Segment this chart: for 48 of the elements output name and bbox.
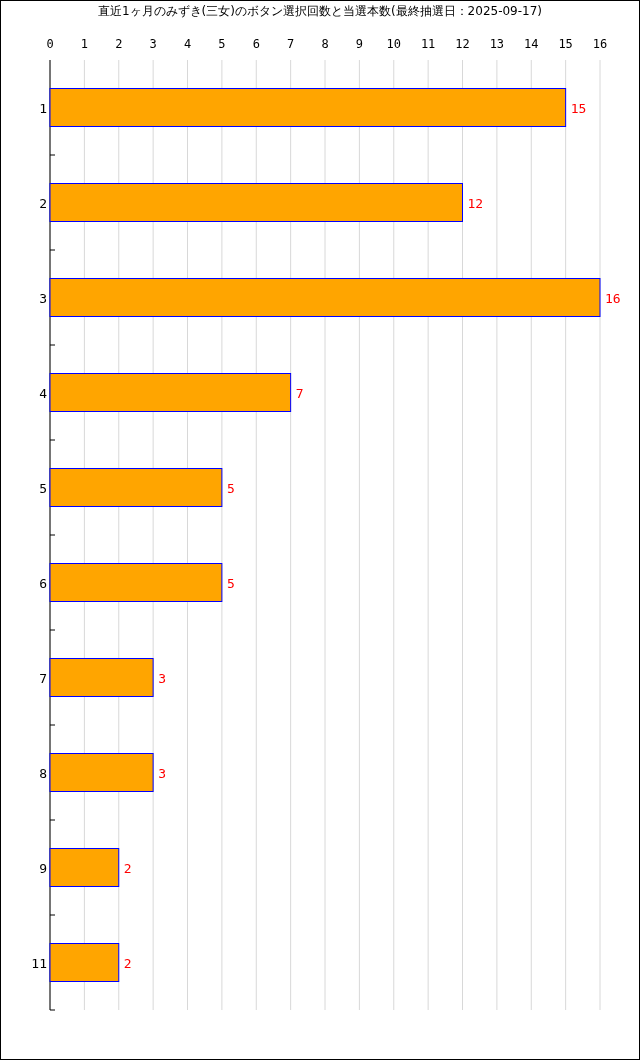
y-tick-label: 6 — [39, 575, 47, 591]
y-tick-label: 2 — [39, 195, 47, 211]
y-tick-label: 4 — [39, 385, 48, 401]
bar — [49, 753, 154, 792]
x-tick-label: 5 — [218, 37, 226, 51]
y-tick-label: 5 — [39, 480, 47, 496]
x-tick-label: 7 — [287, 37, 295, 51]
x-tick-label: 10 — [386, 37, 401, 51]
data-label: 3 — [158, 765, 166, 781]
x-tick-label: 9 — [355, 37, 363, 51]
bar — [49, 88, 567, 127]
data-label: 16 — [605, 290, 621, 306]
x-tick-label: 1 — [80, 37, 88, 51]
bar — [49, 563, 223, 602]
x-tick-label: 3 — [149, 37, 157, 51]
x-tick-label: 6 — [252, 37, 260, 51]
x-tick-label: 12 — [455, 37, 470, 51]
bar — [49, 848, 120, 887]
data-label: 12 — [467, 195, 484, 211]
y-tick-label: 11 — [31, 955, 47, 971]
x-tick-label: 14 — [524, 37, 539, 51]
chart-title: 直近1ヶ月のみずき(三女)のボタン選択回数と当選本数(最終抽選日：2025-09-17) — [97, 4, 543, 18]
data-label: 2 — [123, 955, 132, 971]
y-tick-label: 7 — [39, 670, 47, 686]
x-tick-label: 13 — [489, 37, 505, 51]
x-tick-label: 11 — [420, 37, 436, 51]
x-tick-label: 16 — [592, 37, 608, 51]
x-tick-label: 15 — [558, 37, 573, 51]
y-tick-label: 8 — [39, 765, 47, 781]
bar — [49, 183, 463, 222]
data-label: 5 — [226, 575, 235, 591]
x-tick-label: 2 — [115, 37, 123, 51]
bar — [49, 373, 292, 412]
y-tick-label: 1 — [39, 100, 47, 116]
x-tick-label: 4 — [183, 37, 192, 51]
y-tick-label: 9 — [39, 860, 47, 876]
data-label: 15 — [570, 100, 587, 116]
bar — [49, 658, 154, 697]
data-label: 7 — [295, 385, 304, 401]
y-tick-label: 3 — [39, 290, 47, 306]
bar — [49, 278, 601, 317]
data-label: 5 — [226, 480, 235, 496]
data-label: 3 — [158, 670, 166, 686]
data-label: 2 — [123, 860, 132, 876]
x-tick-label: 0 — [46, 37, 54, 51]
x-tick-label: 8 — [321, 37, 329, 51]
bar — [49, 468, 223, 507]
bar — [49, 943, 120, 982]
